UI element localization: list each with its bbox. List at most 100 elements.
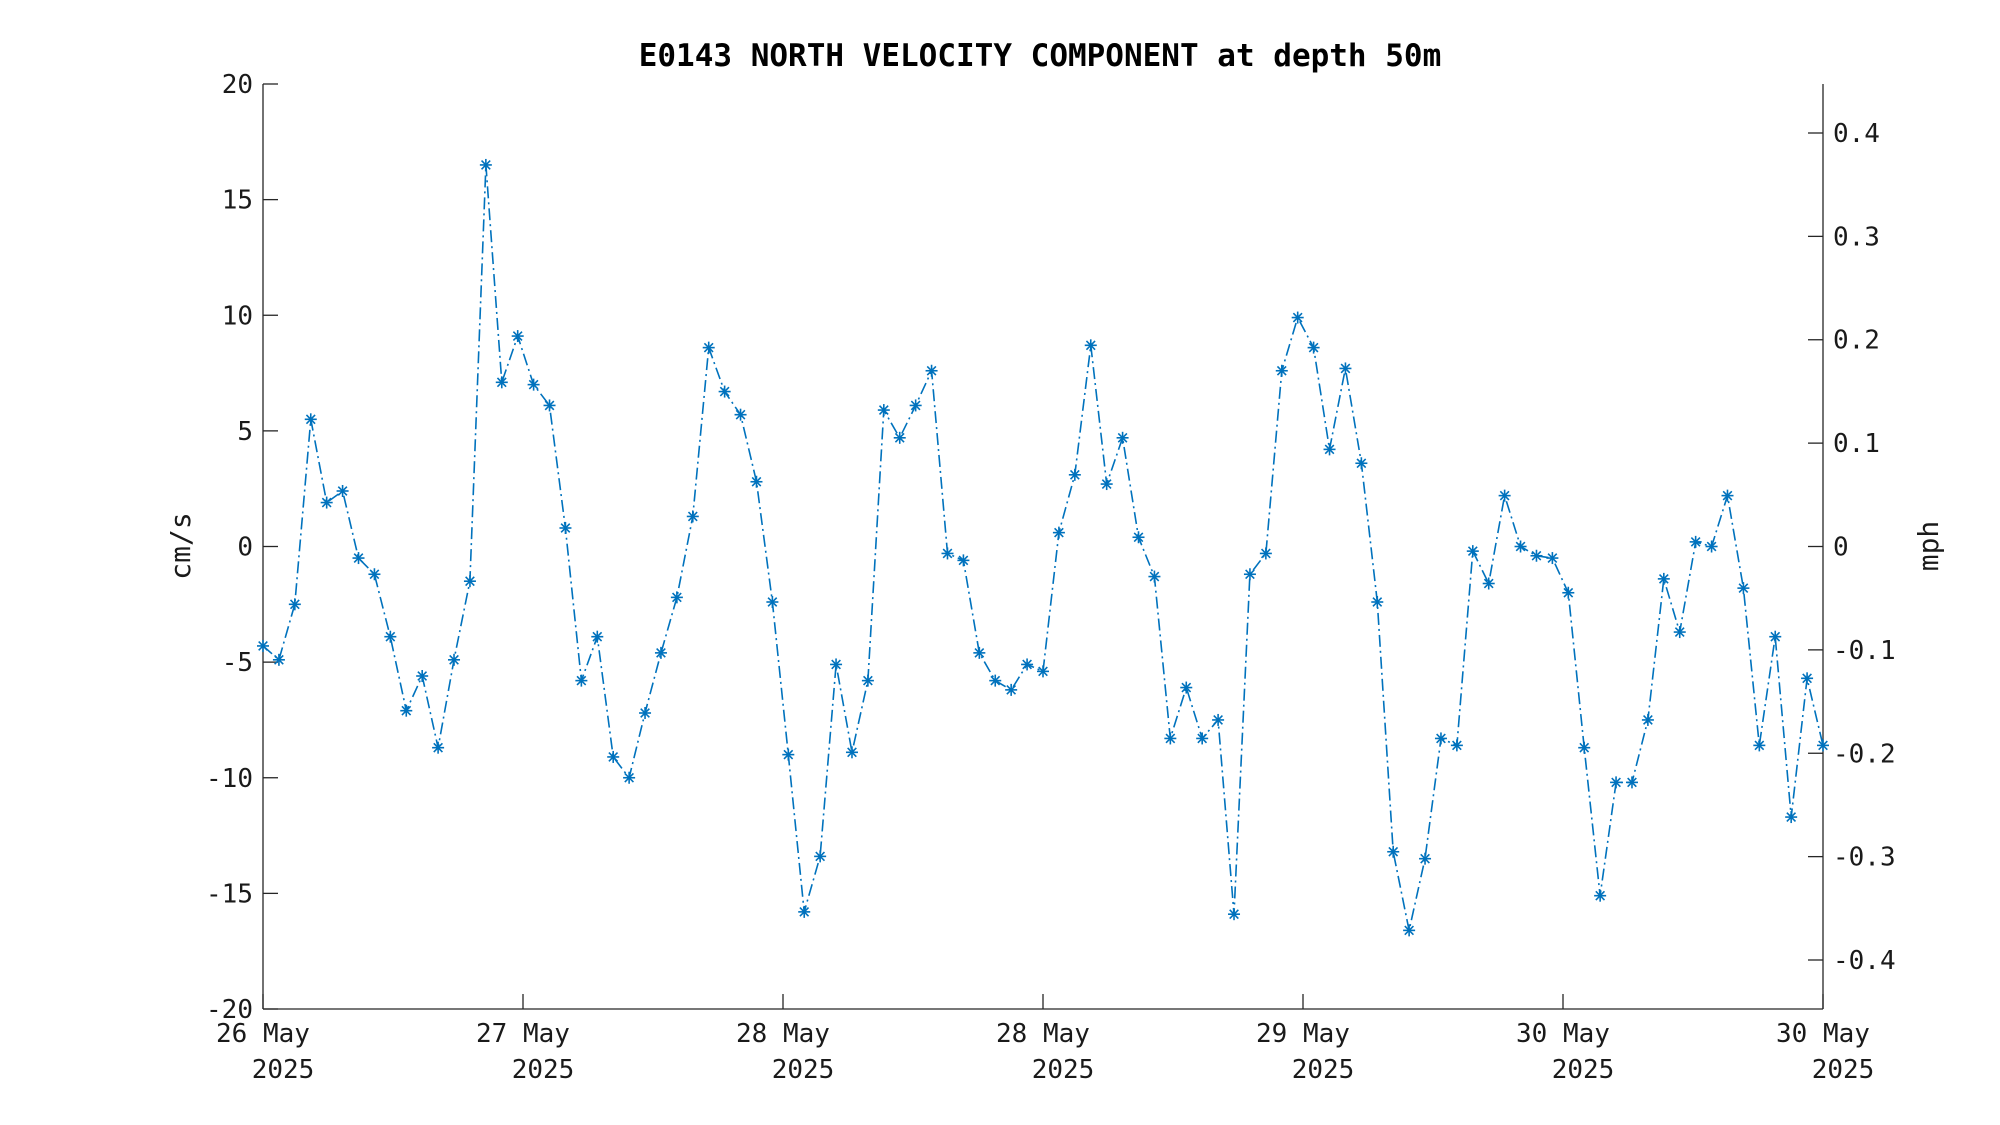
data-point (957, 554, 970, 567)
x-tick-date: 26 May (216, 1019, 310, 1049)
left-y-tick-label: 0 (237, 533, 253, 563)
left-y-tick-label: -15 (206, 879, 253, 909)
data-point (1546, 552, 1559, 565)
data-point (1116, 431, 1129, 444)
right-y-tick-label: -0.3 (1833, 843, 1896, 873)
data-point (1466, 545, 1479, 558)
data-point (1243, 568, 1256, 581)
data-point (893, 431, 906, 444)
data-point (1705, 540, 1718, 553)
x-tick-year: 2025 (772, 1055, 835, 1085)
x-tick-year: 2025 (1292, 1055, 1355, 1085)
data-point (527, 378, 540, 391)
data-point (1801, 672, 1814, 685)
data-point (1212, 713, 1225, 726)
series-line (262, 164, 1824, 931)
x-tick-date: 30 May (1776, 1019, 1870, 1049)
data-point (288, 598, 301, 611)
right-y-tick-label: 0.2 (1833, 326, 1880, 356)
data-point (1371, 596, 1384, 608)
y2-axis-label: mph (1912, 521, 1945, 572)
data-point (1434, 732, 1447, 745)
data-point (607, 750, 620, 763)
data-point (1578, 741, 1591, 754)
data-point (1228, 908, 1241, 921)
data-point (1530, 549, 1543, 562)
data-point (1387, 845, 1400, 858)
data-point (750, 475, 763, 488)
data-point (1068, 468, 1081, 481)
data-point (1514, 540, 1527, 553)
data-point (1450, 739, 1463, 752)
chart-title: E0143 NORTH VELOCITY COMPONENT at depth … (639, 38, 1442, 74)
data-point (304, 413, 317, 426)
data-point (1307, 341, 1320, 354)
data-point (1037, 665, 1049, 678)
data-point (432, 741, 445, 754)
data-point (1769, 630, 1782, 643)
left-y-tick-label: 10 (222, 301, 253, 331)
left-y-ticks: 20 15 10 5 0 -5 -10 -15 -20 (206, 70, 278, 1025)
data-point (861, 674, 874, 687)
data-point (559, 522, 572, 534)
x-tick-year: 2025 (512, 1055, 575, 1085)
plot-axes (262, 84, 1824, 1010)
left-y-tick-label: 5 (237, 417, 253, 447)
data-point (1148, 570, 1161, 583)
y-axis-label: cm/s (164, 512, 197, 579)
left-y-tick-label: -5 (222, 648, 253, 678)
velocity-series (257, 158, 1829, 937)
data-point (1259, 547, 1272, 560)
right-y-tick-label: -0.2 (1833, 739, 1896, 769)
x-tick-date: 28 May (996, 1019, 1090, 1049)
left-y-tick-label: -20 (206, 995, 253, 1025)
data-point (1753, 739, 1766, 752)
data-point (623, 771, 636, 784)
data-point (1594, 889, 1607, 902)
data-point (1641, 713, 1654, 726)
data-point (400, 704, 413, 717)
data-point (463, 575, 476, 588)
data-point (973, 646, 986, 659)
data-point (702, 341, 715, 354)
data-point (686, 510, 699, 523)
data-point (1419, 852, 1432, 865)
data-point (543, 399, 556, 412)
left-y-tick-label: 20 (222, 70, 253, 100)
left-y-tick-label: -10 (206, 764, 253, 794)
data-point (1052, 526, 1065, 539)
data-point (654, 646, 667, 659)
data-point (320, 496, 333, 509)
data-point (416, 670, 429, 682)
data-point (1164, 732, 1177, 745)
x-tick-date: 30 May (1516, 1019, 1610, 1049)
data-point (782, 748, 795, 761)
data-point (1498, 489, 1511, 502)
data-point (1021, 658, 1034, 671)
x-tick-date: 28 May (736, 1019, 830, 1049)
data-point (877, 404, 890, 417)
right-y-ticks: 0.4 0.3 0.2 0.1 0 -0.1 -0.2 -0.3 -0.4 (1808, 119, 1896, 976)
data-point (1180, 681, 1193, 694)
data-point (814, 850, 827, 863)
data-point (1339, 362, 1352, 375)
data-point (734, 408, 747, 421)
data-point (830, 658, 843, 671)
left-y-tick-label: 15 (222, 186, 253, 216)
data-point (718, 385, 731, 398)
x-tick-date: 27 May (476, 1019, 570, 1049)
data-point (766, 596, 779, 608)
x-tick-date: 29 May (1256, 1019, 1350, 1049)
data-point (1562, 586, 1575, 599)
data-point (1323, 443, 1336, 456)
x-tick-year: 2025 (1812, 1055, 1875, 1085)
data-point (448, 653, 461, 666)
data-point (1482, 577, 1495, 590)
data-point (1403, 924, 1416, 937)
right-y-tick-label: 0.1 (1833, 429, 1880, 459)
data-point (798, 905, 811, 918)
x-tick-year: 2025 (1552, 1055, 1615, 1085)
data-point (352, 552, 365, 565)
data-point (1737, 582, 1750, 595)
